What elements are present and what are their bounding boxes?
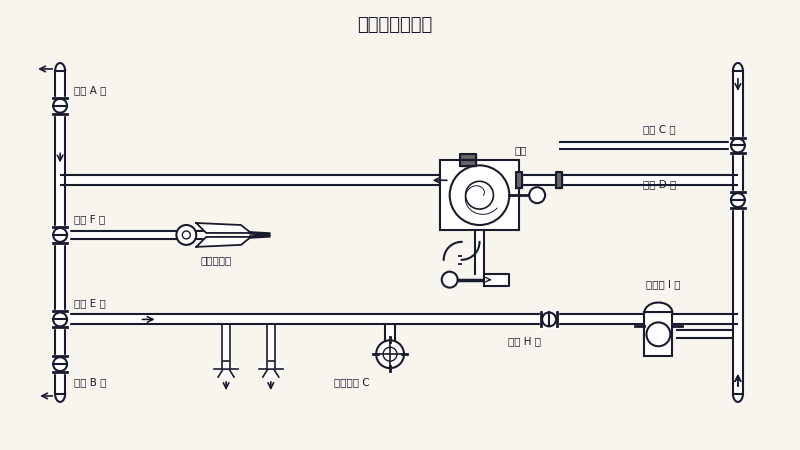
Circle shape (731, 139, 745, 153)
Polygon shape (516, 172, 522, 188)
Polygon shape (645, 302, 672, 312)
Text: 球阀 B 开: 球阀 B 开 (74, 377, 106, 387)
Polygon shape (556, 172, 562, 188)
Circle shape (442, 272, 458, 288)
Circle shape (542, 312, 556, 326)
Circle shape (176, 225, 196, 245)
Text: 洒水、浇灌花木: 洒水、浇灌花木 (358, 16, 433, 34)
Circle shape (466, 181, 494, 209)
Polygon shape (55, 63, 65, 71)
Circle shape (53, 357, 67, 371)
Circle shape (731, 193, 745, 207)
Polygon shape (259, 361, 282, 369)
Text: 球阀 D 开: 球阀 D 开 (643, 179, 677, 189)
Polygon shape (460, 160, 475, 166)
Circle shape (383, 347, 397, 361)
Circle shape (450, 165, 510, 225)
Polygon shape (733, 63, 743, 71)
Text: 球阀 F 关: 球阀 F 关 (74, 214, 105, 224)
Text: 球阀 C 开: 球阀 C 开 (643, 125, 676, 135)
Polygon shape (263, 369, 278, 377)
Circle shape (646, 322, 670, 346)
Circle shape (182, 231, 190, 239)
Polygon shape (460, 154, 475, 160)
Polygon shape (218, 369, 234, 377)
Text: 球阀 H 关: 球阀 H 关 (508, 336, 541, 346)
Bar (645, 312, 672, 356)
Text: 水泵: 水泵 (514, 145, 526, 155)
Text: 三通球阀 C: 三通球阀 C (334, 377, 370, 387)
Bar (440, 160, 519, 230)
Text: 消防栓 I 关: 消防栓 I 关 (646, 279, 681, 290)
Circle shape (53, 99, 67, 112)
Polygon shape (196, 237, 251, 247)
Polygon shape (55, 394, 65, 402)
Circle shape (53, 312, 67, 326)
Polygon shape (196, 223, 251, 233)
Polygon shape (733, 394, 743, 402)
Text: 洒水炮出口: 洒水炮出口 (201, 255, 232, 265)
Circle shape (53, 228, 67, 242)
Text: 球阀 E 开: 球阀 E 开 (74, 298, 106, 309)
Polygon shape (214, 361, 238, 369)
Polygon shape (485, 274, 510, 286)
Circle shape (376, 340, 404, 368)
Text: 球阀 A 开: 球阀 A 开 (74, 85, 106, 95)
Circle shape (529, 187, 545, 203)
